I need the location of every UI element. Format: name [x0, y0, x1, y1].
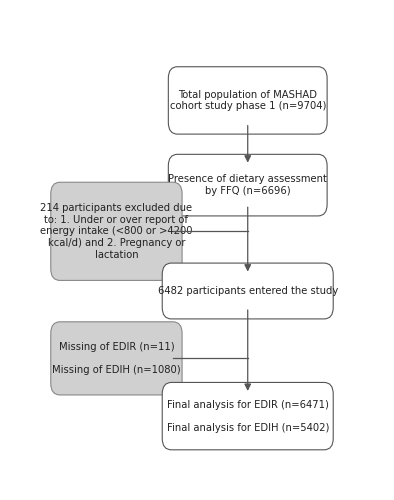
FancyBboxPatch shape [162, 263, 333, 319]
Text: 6482 participants entered the study: 6482 participants entered the study [158, 286, 338, 296]
Text: Presence of dietary assessment
by FFQ (n=6696): Presence of dietary assessment by FFQ (n… [168, 174, 327, 196]
Text: Total population of MASHAD
cohort study phase 1 (n=9704): Total population of MASHAD cohort study … [169, 90, 326, 111]
Text: Missing of EDIR (n=11)

Missing of EDIH (n=1080): Missing of EDIR (n=11) Missing of EDIH (… [52, 342, 181, 375]
FancyBboxPatch shape [51, 322, 182, 395]
FancyBboxPatch shape [51, 182, 182, 280]
Text: Final analysis for EDIR (n=6471)

Final analysis for EDIH (n=5402): Final analysis for EDIR (n=6471) Final a… [167, 400, 329, 432]
FancyBboxPatch shape [168, 154, 327, 216]
FancyBboxPatch shape [168, 66, 327, 134]
Text: 214 participants excluded due
to: 1. Under or over report of
energy intake (<800: 214 participants excluded due to: 1. Und… [40, 203, 193, 260]
FancyBboxPatch shape [162, 382, 333, 450]
